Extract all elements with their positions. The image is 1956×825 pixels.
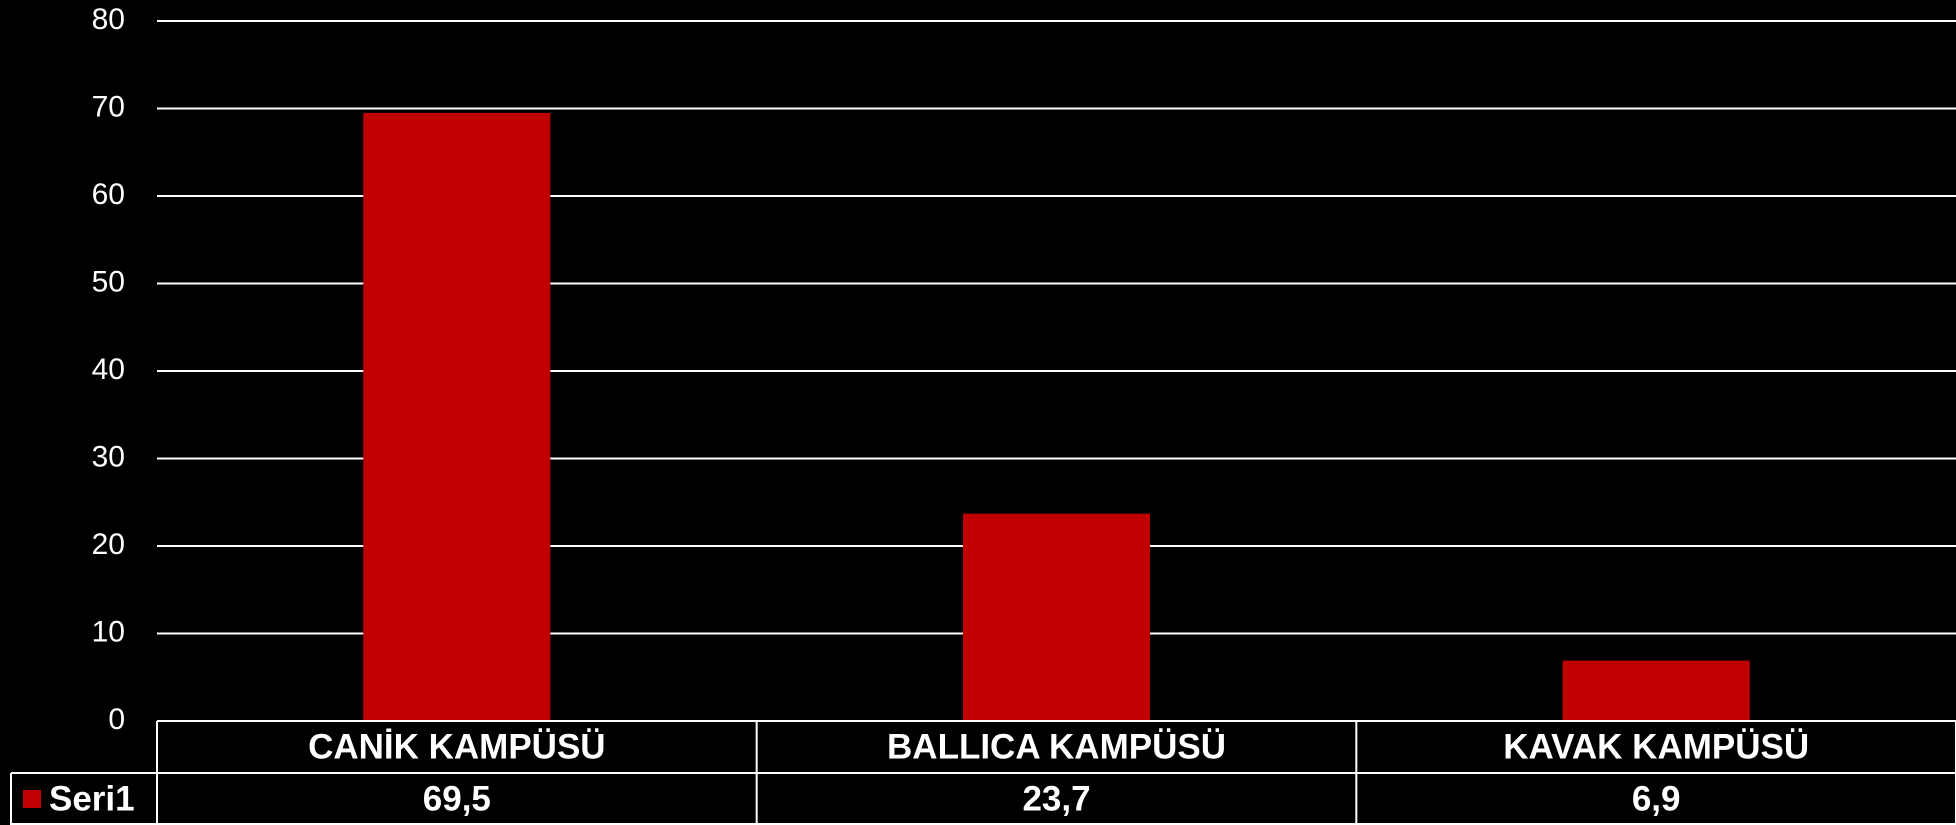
data-table-value: 69,5: [423, 779, 491, 818]
legend-label: Seri1: [49, 779, 135, 818]
bar: [1562, 660, 1750, 721]
bar: [962, 513, 1151, 721]
data-table-value: 23,7: [1022, 779, 1090, 818]
y-tick-label: 20: [92, 528, 125, 561]
x-tick-label: CANİK KAMPÜSÜ: [308, 727, 606, 766]
y-tick-label: 40: [92, 353, 125, 386]
x-tick-label: BALLICA KAMPÜSÜ: [887, 727, 1226, 766]
bar: [363, 112, 551, 721]
legend-swatch: [23, 790, 41, 808]
y-tick-label: 60: [92, 178, 125, 211]
y-tick-label: 70: [92, 90, 125, 123]
y-tick-label: 10: [92, 615, 125, 648]
y-tick-label: 30: [92, 440, 125, 473]
data-table-value: 6,9: [1632, 779, 1681, 818]
x-tick-label: KAVAK KAMPÜSÜ: [1503, 727, 1809, 766]
y-tick-label: 50: [92, 265, 125, 298]
y-tick-label: 80: [92, 3, 125, 36]
y-tick-label: 0: [108, 703, 125, 736]
